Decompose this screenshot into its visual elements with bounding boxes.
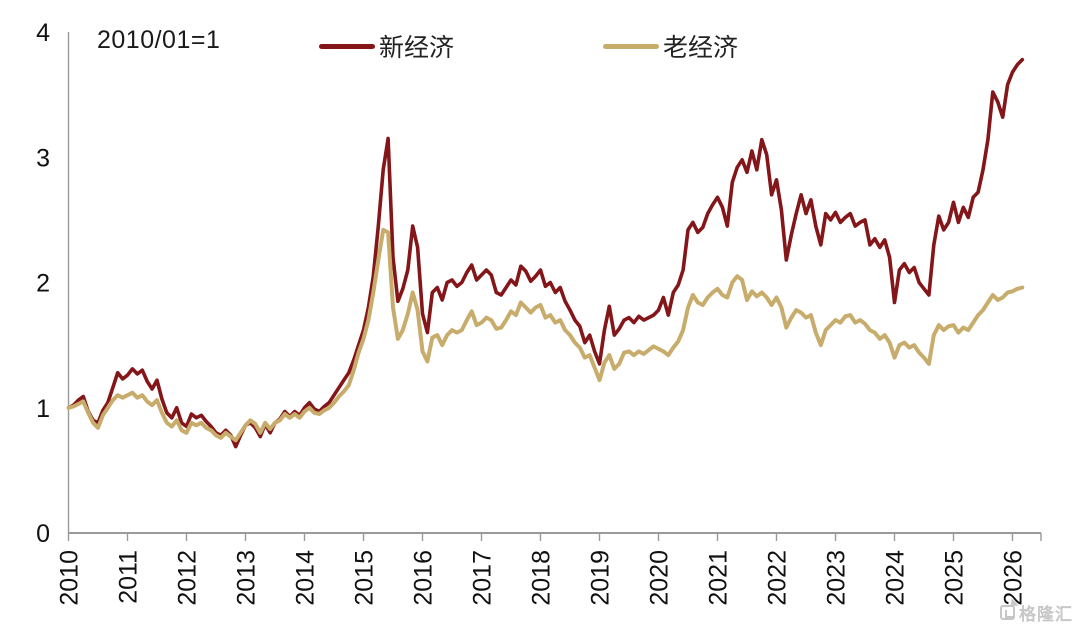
x-axis-tick-label: 2013 (233, 550, 261, 606)
x-axis-tick-label: 2010 (56, 550, 84, 606)
legend-item-new-economy: 新经济 (319, 33, 454, 62)
new-economy-series-line (66, 57, 1025, 449)
legend-label-old-economy: 老经济 (663, 34, 739, 62)
x-axis-tick-label: 2015 (351, 550, 379, 606)
y-axis-tick-label: 4 (36, 19, 50, 47)
y-axis-tick-label: 3 (36, 144, 50, 172)
x-axis-tick-label: 2012 (174, 550, 202, 606)
y-axis-tick-label: 0 (36, 520, 50, 548)
x-axis-tick-label: 2026 (1000, 550, 1028, 606)
x-axis-tick-label: 2019 (587, 550, 615, 606)
gelonghui-logo-icon (1000, 605, 1015, 620)
x-axis-tick-label: 2014 (292, 550, 320, 606)
x-axis-tick-label: 2024 (882, 550, 910, 606)
x-axis-tick-label: 2020 (646, 550, 674, 606)
legend-label-new-economy: 新经济 (379, 34, 455, 62)
x-axis-tick-label: 2022 (764, 550, 792, 606)
x-axis-tick-label: 2023 (823, 550, 851, 606)
x-axis-tick-label: 2011 (115, 550, 143, 604)
watermark: 格隆汇 (1000, 600, 1073, 625)
x-axis-tick-label: 2016 (410, 550, 438, 606)
x-axis-tick-label: 2021 (705, 550, 733, 606)
index-base-annotation: 2010/01=1 (97, 26, 221, 54)
x-axis-tick-label: 2025 (941, 550, 969, 606)
old-economy-series-line (66, 227, 1025, 443)
new-economy-line-swatch (319, 43, 375, 49)
y-axis-tick-label: 1 (36, 395, 50, 423)
x-axis-tick-label: 2017 (469, 550, 497, 606)
watermark-text: 格隆汇 (1019, 605, 1073, 624)
y-axis-tick-label: 2 (36, 270, 50, 298)
x-axis-tick-label: 2018 (528, 550, 556, 606)
legend-item-old-economy: 老经济 (603, 33, 738, 62)
old-economy-line-swatch (603, 43, 659, 49)
